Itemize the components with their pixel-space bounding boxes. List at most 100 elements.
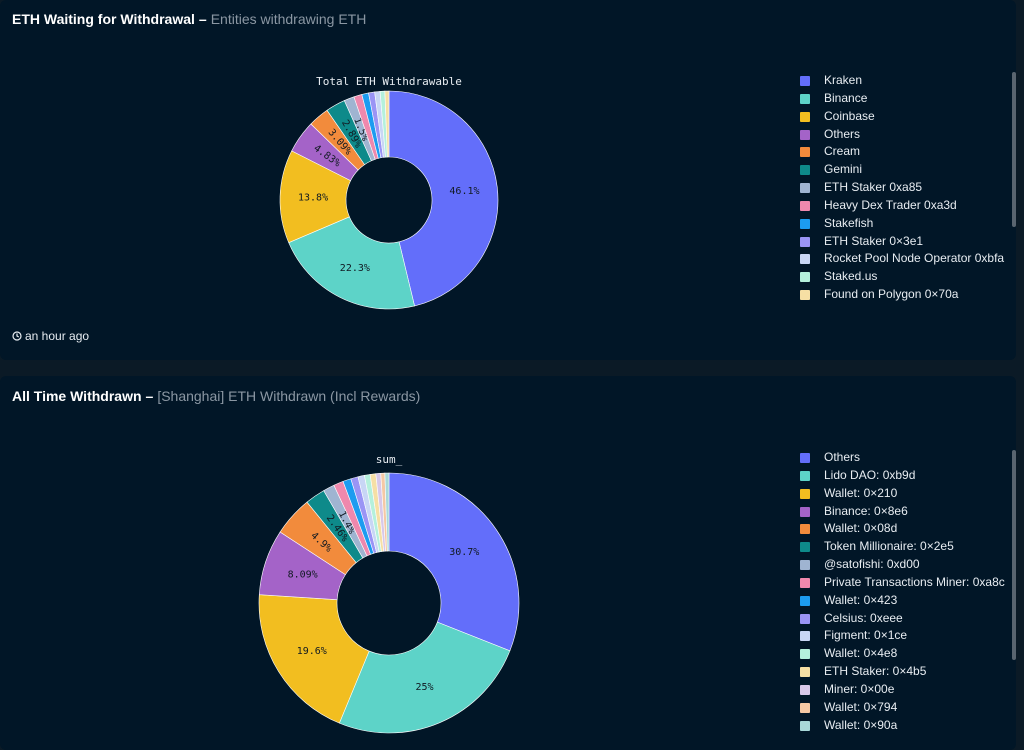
legend-item[interactable]: Token Millionaire: 0×2e5 [800, 538, 1005, 556]
legend-swatch [800, 290, 810, 301]
panel-title: All Time Withdrawn – [Shanghai] ETH Withdr… [12, 388, 420, 404]
slice-wallet-0-210[interactable] [258, 594, 370, 724]
legend-item[interactable]: Rocket Pool Node Operator 0xbfa [800, 250, 1004, 268]
slice-data-label: 25% [416, 682, 434, 693]
legend-label: Rocket Pool Node Operator 0xbfa [824, 251, 1005, 266]
legend-label: Wallet: 0×794 [824, 699, 898, 714]
legend-item[interactable]: Cream [800, 143, 1004, 161]
legend-label: Wallet: 0×4e8 [824, 646, 898, 661]
legend-swatch [800, 147, 810, 158]
legend-item[interactable]: Gemini [800, 161, 1004, 179]
legend-label: Gemini [824, 162, 863, 177]
slice-wallet-0-90a[interactable] [384, 472, 390, 552]
legend-item[interactable]: Binance [800, 90, 1004, 108]
last-updated: an hour ago [12, 329, 89, 343]
legend-swatch [800, 631, 810, 642]
title-separator: – [145, 388, 154, 404]
legend-label: Found on Polygon 0×70a [824, 287, 959, 302]
panel-title: ETH Waiting for Withdrawal – Entities with… [12, 11, 366, 27]
slice-others[interactable] [388, 472, 520, 652]
donut-chart-2: 30.7%25%19.6%8.09%4.9%2.46%1.4% [258, 472, 520, 734]
legend-swatch [800, 93, 810, 104]
legend-swatch [800, 200, 810, 211]
legend-label: Heavy Dex Trader 0xa3d [824, 197, 957, 212]
legend-item[interactable]: Wallet: 0×423 [800, 592, 1005, 610]
legend-label: @satofishi: 0xd00 [824, 557, 920, 572]
legend-swatch [800, 129, 810, 140]
legend-item[interactable]: Private Transactions Miner: 0xa8c [800, 574, 1005, 592]
slice-data-label: 8.09% [288, 569, 318, 580]
legend-item[interactable]: ETH Staker 0×3e1 [800, 233, 1004, 251]
legend-label: Wallet: 0×08d [824, 521, 898, 536]
legend-item[interactable]: ETH Staker: 0×4b5 [800, 663, 1005, 681]
legend-label: Binance [824, 90, 868, 105]
panel-subtitle: [Shanghai] ETH Withdrawn (Incl Rewards) [157, 388, 421, 404]
legend-label: Staked.us [824, 269, 878, 284]
chart-title: Total ETH Withdrawable [316, 75, 462, 88]
legend-swatch [800, 720, 810, 731]
legend-swatch [800, 453, 810, 463]
slice-found-on-polygon-0-70a[interactable] [384, 90, 390, 158]
legend-swatch [800, 165, 810, 176]
legend-item[interactable]: Wallet: 0×90a [800, 717, 1005, 735]
legend-item[interactable]: Wallet: 0×794 [800, 699, 1005, 717]
legend-swatch [800, 595, 810, 606]
legend-scrollbar[interactable] [1012, 72, 1016, 227]
slice-binance[interactable] [288, 216, 415, 310]
legend-item[interactable]: Stakefish [800, 215, 1004, 233]
slice-data-label: 19.6% [297, 646, 327, 657]
legend-item[interactable]: Found on Polygon 0×70a [800, 286, 1004, 304]
legend-item[interactable]: Wallet: 0×4e8 [800, 645, 1005, 663]
legend-label: ETH Staker 0×3e1 [824, 233, 924, 248]
legend-item[interactable]: Miner: 0×00e [800, 681, 1005, 699]
legend-item[interactable]: Staked.us [800, 268, 1004, 286]
legend-swatch [800, 470, 810, 481]
legend-item[interactable]: Figment: 0×1ce [800, 627, 1005, 645]
legend-label: Lido DAO: 0xb9d [824, 467, 916, 482]
legend-label: Wallet: 0×423 [824, 592, 898, 607]
slice-data-label: 30.7% [449, 547, 479, 558]
legend-swatch [800, 560, 810, 571]
legend-item[interactable]: Heavy Dex Trader 0xa3d [800, 197, 1004, 215]
legend-item[interactable]: Kraken [800, 72, 1004, 90]
legend-item[interactable]: Binance: 0×8e6 [800, 503, 1005, 521]
history-icon [12, 331, 22, 341]
legend-swatch [800, 272, 810, 283]
slice-data-label: 22.3% [340, 263, 370, 274]
legend-label: Kraken [824, 73, 863, 87]
legend-label: Stakefish [824, 215, 874, 230]
chart-legend[interactable]: Kraken Binance Coinbase Others Cream Gemini ET… [800, 72, 1004, 304]
legend-swatch [800, 488, 810, 499]
panel-eth-waiting: ETH Waiting for Withdrawal – Entities with… [0, 0, 1016, 360]
legend-item[interactable]: ETH Staker 0xa85 [800, 179, 1004, 197]
legend-item[interactable]: Wallet: 0×210 [800, 485, 1005, 503]
title-separator: – [198, 11, 207, 27]
legend-label: ETH Staker: 0×4b5 [824, 664, 927, 679]
legend-swatch [800, 524, 810, 535]
panel-subtitle: Entities withdrawing ETH [210, 11, 367, 27]
slice-lido-dao-0xb9d[interactable] [338, 621, 511, 734]
legend-scrollbar[interactable] [1012, 450, 1016, 660]
legend-item[interactable]: Others [800, 126, 1004, 144]
legend-label: Private Transactions Miner: 0xa8c [824, 574, 1005, 589]
legend-swatch [800, 613, 810, 624]
legend-item[interactable]: @satofishi: 0xd00 [800, 556, 1005, 574]
slice-data-label: 13.8% [298, 193, 328, 204]
legend-swatch [800, 111, 810, 122]
slice-kraken[interactable] [388, 90, 499, 307]
chart-legend[interactable]: Others Lido DAO: 0xb9d Wallet: 0×210 Binanc… [800, 449, 1005, 735]
legend-swatch [800, 254, 810, 265]
legend-item[interactable]: Lido DAO: 0xb9d [800, 467, 1005, 485]
legend-label: Wallet: 0×90a [824, 717, 898, 732]
panel-title-main: All Time Withdrawn [12, 388, 142, 404]
legend-swatch [800, 76, 810, 86]
legend-swatch [800, 183, 810, 194]
legend-item[interactable]: Celsius: 0xeee [800, 610, 1005, 628]
legend-item[interactable]: Others [800, 449, 1005, 467]
legend-swatch [800, 702, 810, 713]
legend-item[interactable]: Wallet: 0×08d [800, 520, 1005, 538]
legend-swatch [800, 667, 810, 678]
legend-swatch [800, 684, 810, 695]
legend-item[interactable]: Coinbase [800, 108, 1004, 126]
